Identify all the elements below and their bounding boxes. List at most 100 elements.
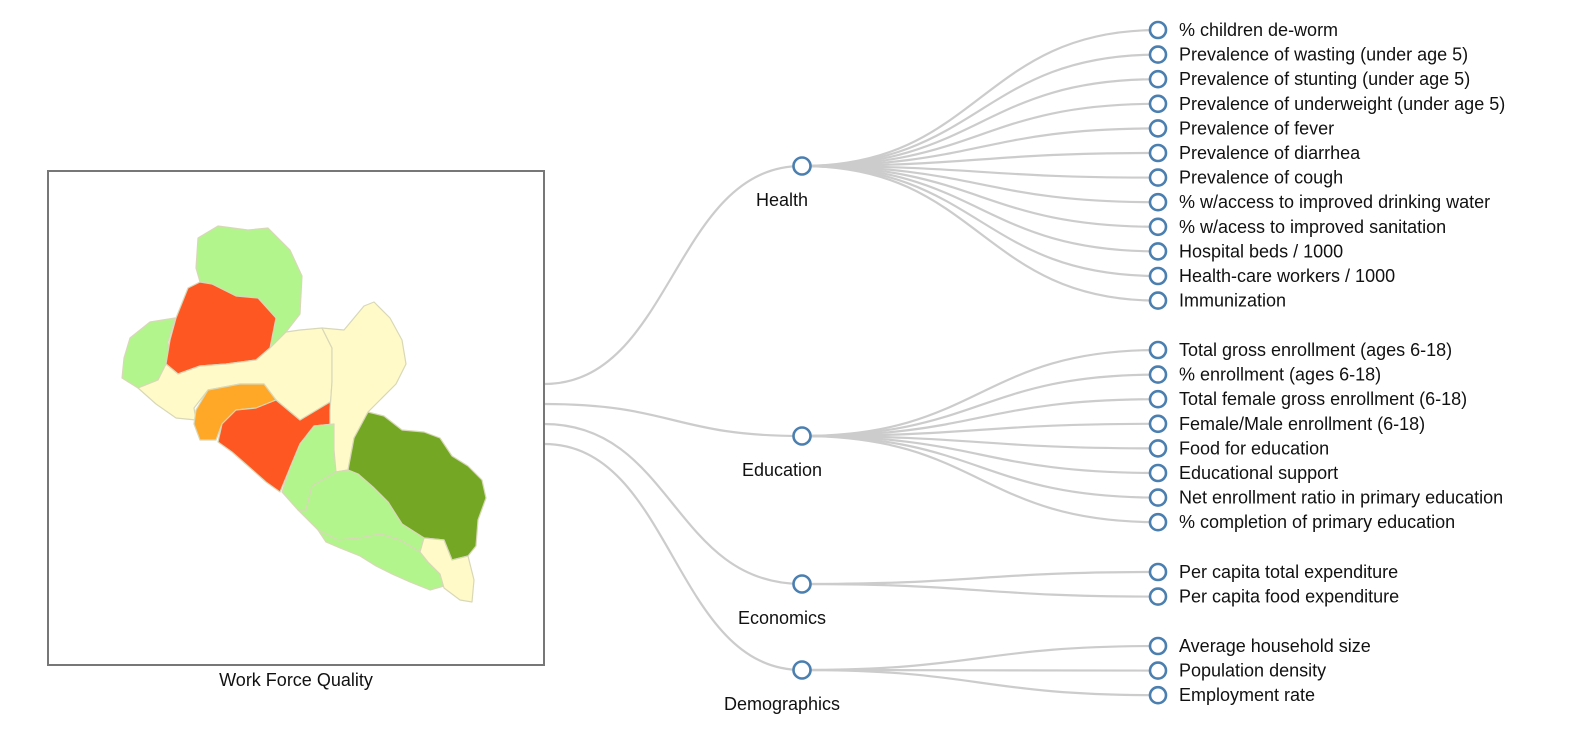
leaf-node-label: % w/acess to improved sanitation — [1179, 217, 1446, 237]
leaf-node[interactable]: Prevalence of underweight (under age 5) — [1148, 94, 1505, 114]
leaf-node-label: Prevalence of underweight (under age 5) — [1179, 94, 1505, 114]
leaf-node[interactable]: Health-care workers / 1000 — [1148, 266, 1395, 286]
link-education-leaf — [801, 434, 1159, 450]
leaf-node-label: Health-care workers / 1000 — [1179, 266, 1395, 286]
leaf-node-circle[interactable] — [1148, 636, 1168, 656]
leaf-node-label: Educational support — [1179, 463, 1338, 483]
leaf-node[interactable]: Total gross enrollment (ages 6-18) — [1148, 340, 1452, 360]
link-education-leaf — [801, 434, 1159, 475]
indicator-tree: % children de-worm Prevalence of wasting … — [724, 20, 1505, 714]
leaf-node[interactable]: Prevalence of fever — [1148, 118, 1334, 138]
category-node-circle[interactable] — [792, 660, 812, 680]
leaf-node-circle[interactable] — [1148, 685, 1168, 705]
link-demographics-leaf — [801, 668, 1159, 697]
category-node-education[interactable]: Education — [742, 426, 822, 481]
leaf-node-label: Prevalence of cough — [1179, 168, 1343, 188]
leaf-node-circle[interactable] — [1148, 45, 1168, 64]
leaf-node[interactable]: Prevalence of wasting (under age 5) — [1148, 45, 1468, 65]
category-node-circle[interactable] — [792, 156, 812, 176]
category-node-circle[interactable] — [792, 574, 812, 594]
leaf-node-circle[interactable] — [1148, 242, 1168, 261]
link-education-leaf — [801, 434, 1159, 499]
leaf-node-circle[interactable] — [1148, 143, 1168, 163]
leaf-node-circle[interactable] — [1148, 217, 1168, 237]
leaf-node[interactable]: Hospital beds / 1000 — [1148, 241, 1343, 261]
leaf-node-label: Total gross enrollment (ages 6-18) — [1179, 340, 1452, 360]
link-education-leaf — [801, 434, 1159, 524]
leaf-node-label: Prevalence of stunting (under age 5) — [1179, 69, 1470, 89]
category-node-health[interactable]: Health — [756, 156, 812, 211]
leaf-node[interactable]: Employment rate — [1148, 685, 1315, 705]
category-node-circle[interactable] — [792, 426, 812, 446]
leaf-node[interactable]: % children de-worm — [1148, 20, 1338, 40]
link-health-leaf — [801, 28, 1159, 168]
link-root-education — [543, 402, 803, 438]
leaf-node-circle[interactable] — [1148, 266, 1168, 286]
category-node-demographics[interactable]: Demographics — [724, 660, 840, 715]
leaf-node-circle[interactable] — [1148, 587, 1168, 606]
map-region-south-tip[interactable] — [419, 537, 475, 603]
leaf-node-circle[interactable] — [1148, 192, 1168, 212]
leaf-node-circle[interactable] — [1148, 414, 1168, 434]
category-node-economics[interactable]: Economics — [738, 574, 826, 629]
leaf-node-label: Female/Male enrollment (6-18) — [1179, 414, 1425, 434]
leaf-node[interactable]: Female/Male enrollment (6-18) — [1148, 414, 1425, 434]
leaf-node-label: Per capita food expenditure — [1179, 587, 1399, 607]
leaf-node[interactable]: Prevalence of cough — [1148, 168, 1343, 188]
leaf-node[interactable]: Prevalence of stunting (under age 5) — [1148, 69, 1470, 89]
link-education-leaf — [801, 398, 1159, 438]
leaf-node[interactable]: Net enrollment ratio in primary educatio… — [1148, 488, 1503, 508]
leaf-node[interactable]: % w/access to improved drinking water — [1148, 192, 1490, 212]
leaf-node-circle[interactable] — [1148, 20, 1168, 40]
link-health-leaf — [801, 164, 1159, 228]
leaf-node-circle[interactable] — [1148, 340, 1168, 360]
leaf-node-label: % w/access to improved drinking water — [1179, 192, 1490, 212]
link-education-leaf — [801, 348, 1159, 438]
leaf-node[interactable]: % completion of primary education — [1148, 512, 1455, 532]
leaf-node-circle[interactable] — [1148, 389, 1168, 409]
leaf-node-circle[interactable] — [1148, 439, 1168, 458]
map-region-northeast[interactable] — [321, 301, 407, 473]
leaf-node-label: % enrollment (ages 6-18) — [1179, 365, 1381, 385]
leaf-node[interactable]: Food for education — [1148, 438, 1329, 458]
link-demographics-leaf — [801, 644, 1159, 672]
leaf-node-label: Prevalence of fever — [1179, 118, 1334, 138]
leaf-node-circle[interactable] — [1148, 512, 1168, 532]
leaf-node[interactable]: Per capita total expenditure — [1148, 562, 1398, 582]
leaf-node[interactable]: Total female gross enrollment (6-18) — [1148, 389, 1467, 409]
leaf-node-circle[interactable] — [1148, 365, 1168, 384]
leaf-node[interactable]: Educational support — [1148, 463, 1338, 483]
leaf-node[interactable]: % enrollment (ages 6-18) — [1148, 365, 1381, 385]
link-education-leaf — [801, 422, 1159, 438]
link-root-demographics — [543, 442, 803, 672]
link-demographics-leaf — [801, 668, 1159, 672]
leaf-node[interactable]: Per capita food expenditure — [1148, 587, 1399, 607]
leaf-node-circle[interactable] — [1148, 119, 1168, 138]
leaf-node[interactable]: Average household size — [1148, 636, 1371, 656]
leaf-node-label: Hospital beds / 1000 — [1179, 241, 1343, 261]
leaf-node-circle[interactable] — [1148, 562, 1168, 582]
leaf-node-circle[interactable] — [1148, 661, 1168, 680]
leaf-node[interactable]: Prevalence of diarrhea — [1148, 143, 1361, 163]
link-health-leaf — [801, 102, 1159, 168]
leaf-node-label: % children de-worm — [1179, 20, 1338, 40]
leaf-node[interactable]: Population density — [1148, 661, 1326, 681]
leaf-node-label: Prevalence of diarrhea — [1179, 143, 1361, 163]
link-health-leaf — [801, 164, 1159, 302]
leaf-node-circle[interactable] — [1148, 69, 1168, 89]
leaf-node-circle[interactable] — [1148, 168, 1168, 187]
liberia-map[interactable] — [121, 225, 487, 603]
leaf-node[interactable]: % w/acess to improved sanitation — [1148, 217, 1446, 237]
leaf-node-circle[interactable] — [1148, 291, 1168, 310]
leaf-node-circle[interactable] — [1148, 94, 1168, 114]
leaf-node-circle[interactable] — [1148, 463, 1168, 483]
leaf-node-circle[interactable] — [1148, 488, 1168, 507]
leaf-node[interactable]: Immunization — [1148, 291, 1286, 311]
link-health-leaf — [801, 164, 1159, 204]
leaf-node-label: Prevalence of wasting (under age 5) — [1179, 45, 1468, 65]
link-economics-leaf — [801, 570, 1159, 586]
map-panel[interactable]: Work Force Quality — [47, 170, 545, 690]
leaf-node-label: Population density — [1179, 661, 1326, 681]
link-health-leaf — [801, 164, 1159, 278]
